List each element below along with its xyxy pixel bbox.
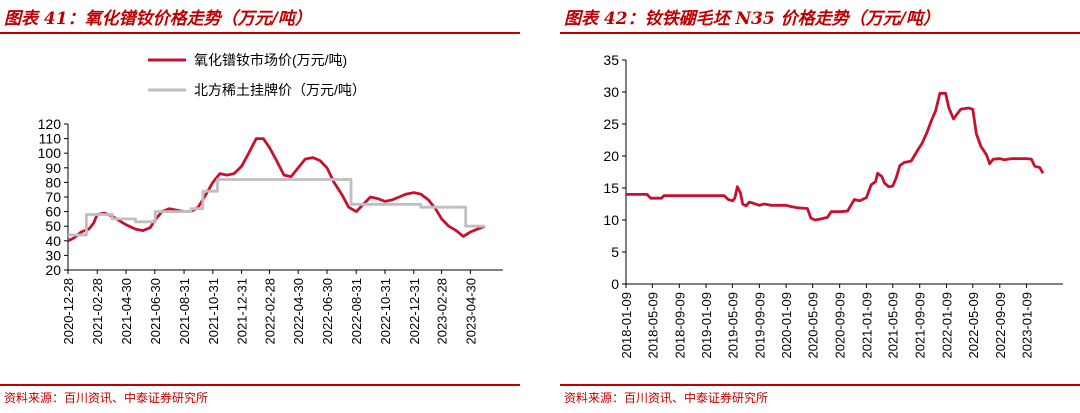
chart42-x-tick-label: 2019-09-09 [752,292,767,359]
chart42-x-tick-label: 2020-05-09 [806,292,821,359]
figure-42-bottom-rule [560,384,1080,386]
chart41-legend-label-0: 氧化镨钕市场价(万元/吨) [194,52,347,68]
chart42-x-tick-label: 2022-05-09 [966,292,981,359]
chart41-x-tick-label: 2022-08-31 [349,278,364,345]
chart42-y-tick-label: 20 [603,148,619,164]
figure-41: 图表 41：氧化镨钕价格走势（万元/吨） 20 30 40 50 60 70 80 90 100… [0,0,520,413]
chart41-y-tick-label: 110 [39,131,62,147]
chart41-x-tick-label: 2022-06-30 [320,278,335,345]
chart41-y-tick-label: 40 [45,233,61,249]
chart42-y-tick-label: 0 [611,276,619,292]
figure-42-top-rule [560,32,1080,34]
chart41-x-tick-label: 2022-04-30 [291,278,306,345]
chart41-x-tick-label: 2020-12-28 [61,278,76,345]
figure-42-chart: 0 5 10 15 20 25 30 35 2018-01-09 2018-05-09 2018-0… [603,52,1063,359]
chart41-x-tick-label: 2022-02-28 [262,278,277,345]
chart41-legend-label-1: 北方稀土挂牌价（万元/吨） [194,82,366,98]
chart41-series-line-1 [68,178,485,237]
chart41-x-tick-label: 2023-04-30 [463,278,478,345]
chart41-x-tick-label: 2022-12-31 [407,278,422,345]
chart41-series-line-0 [67,137,486,243]
chart42-series-line-0 [626,91,1045,222]
chart41-x-tick-label: 2021-06-30 [148,278,163,345]
chart41-y-tick-label: 50 [45,218,61,234]
chart42-x-tick-label: 2021-01-09 [859,292,874,359]
chart41-y-tick-label: 20 [45,262,61,278]
chart41-x-tick-label: 2021-10-31 [206,278,221,345]
chart41-y-tick-label: 80 [45,174,61,190]
figure-42-source: 资料来源：百川资讯、中泰证券研究所 [564,391,769,405]
chart41-x-tick-label: 2023-02-28 [435,278,450,345]
chart41-y-tick-label: 70 [45,189,61,205]
chart42-y-tick-label: 30 [603,84,619,100]
chart42-x-tick-label: 2018-01-09 [619,292,634,359]
chart41-x-tick-label: 2021-08-31 [177,278,192,345]
chart42-x-tick-label: 2022-01-09 [939,292,954,359]
chart41-y-tick-label: 120 [38,116,62,132]
chart41-y-tick-label: 90 [45,160,61,176]
chart42-y-tick-label: 15 [603,180,619,196]
chart42-x-tick-label: 2020-01-09 [779,292,794,359]
chart42-x-tick-label: 2018-05-09 [645,292,660,359]
chart42-x-tick-label: 2019-05-09 [725,292,740,359]
chart41-x-tick-label: 2022-10-31 [378,278,393,345]
chart42-y-tick-label: 35 [603,52,619,68]
chart42-x-tick-label: 2020-09-09 [833,292,848,359]
chart42-x-tick-label: 2021-05-09 [886,292,901,359]
chart41-y-tick-label: 60 [45,204,61,220]
chart41-y-tick-label: 100 [38,145,62,161]
chart42-x-tick-label: 2019-01-09 [699,292,714,359]
chart41-x-tick-label: 2021-12-31 [235,278,250,345]
chart41-y-tick-label: 30 [45,247,61,263]
figure-42-title: 图表 42：钕铁硼毛坯 N35 价格走势（万元/吨） [564,9,940,29]
figure-41-title: 图表 41：氧化镨钕价格走势（万元/吨） [4,9,312,29]
chart42-x-tick-label: 2021-09-09 [913,292,928,359]
chart42-y-tick-label: 5 [611,244,619,260]
figure-41-source: 资料来源：百川资讯、中泰证券研究所 [4,391,209,405]
chart42-x-tick-label: 2018-09-09 [672,292,687,359]
figure-42: 图表 42：钕铁硼毛坯 N35 价格走势（万元/吨） 0 5 10 15 20 25 30 3… [560,0,1080,413]
chart42-x-tick-label: 2023-01-09 [1020,292,1035,359]
chart42-y-tick-label: 25 [603,116,619,132]
figure-41-top-rule [0,32,520,34]
chart42-x-tick-label: 2022-09-09 [993,292,1008,359]
chart41-x-tick-label: 2021-04-30 [119,278,134,345]
figure-41-bottom-rule [0,384,520,386]
chart41-x-tick-label: 2021-02-28 [90,278,105,345]
chart42-y-tick-label: 10 [603,212,619,228]
